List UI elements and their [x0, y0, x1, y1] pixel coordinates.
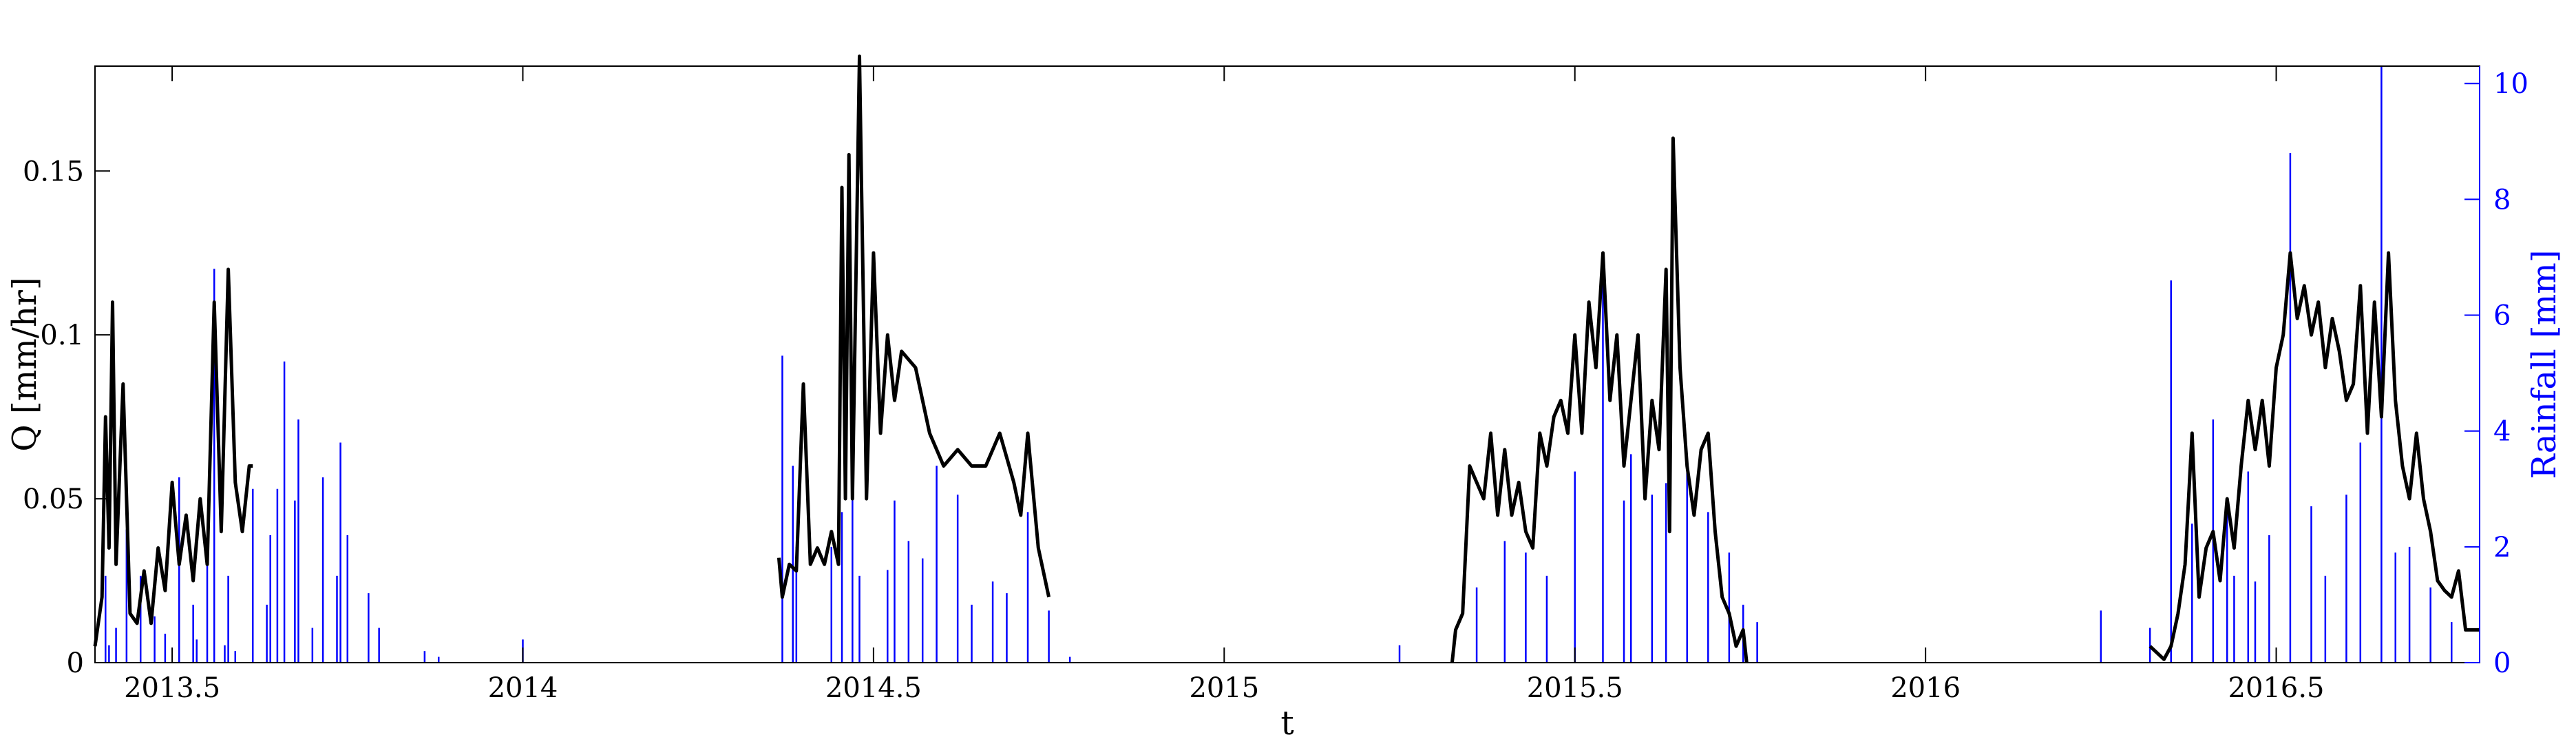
right-y-tick-label: 8 [2493, 184, 2511, 216]
discharge-series [93, 54, 2480, 663]
x-tick-label: 2015.5 [1527, 672, 1623, 704]
rainfall-series [105, 66, 2453, 663]
discharge-line-segment [2149, 251, 2480, 661]
discharge-line-segment [1450, 136, 1749, 663]
left-y-tick-label: 0.15 [23, 156, 84, 187]
right-y-tick-label: 10 [2493, 68, 2529, 100]
left-y-tick-label: 0.1 [40, 320, 84, 351]
x-tick-label: 2015 [1189, 672, 1259, 704]
left-y-tick-label: 0.05 [23, 484, 84, 515]
left-y-axis-ticks: 0 0.05 0.1 0.15 [23, 156, 110, 679]
right-y-axis-label: Rainfall [mm] [2525, 250, 2564, 479]
right-y-tick-label: 0 [2493, 647, 2511, 679]
plot-area-frame [94, 65, 2480, 663]
discharge-line-segment [777, 54, 1051, 599]
x-tick-label: 2016.5 [2228, 672, 2325, 704]
x-tick-label: 2014.5 [825, 672, 922, 704]
right-y-tick-label: 2 [2493, 532, 2511, 563]
x-tick-label: 2016 [1890, 672, 1961, 704]
discharge-line-segment [93, 267, 253, 647]
right-y-axis-ticks: 0 2 4 6 8 10 [2464, 68, 2529, 679]
x-tick-label: 2014 [488, 672, 558, 704]
x-axis-label: t [1280, 704, 1294, 743]
left-y-tick-label: 0 [67, 647, 84, 679]
right-y-tick-label: 4 [2493, 416, 2511, 448]
x-axis-ticks: 2013.5 2014 2014.5 2015 2015.5 2016 2016.5 [124, 66, 2325, 704]
left-y-axis-label: Q [mm/hr] [6, 277, 44, 451]
right-y-tick-label: 6 [2493, 300, 2511, 332]
x-tick-label: 2013.5 [124, 672, 220, 704]
